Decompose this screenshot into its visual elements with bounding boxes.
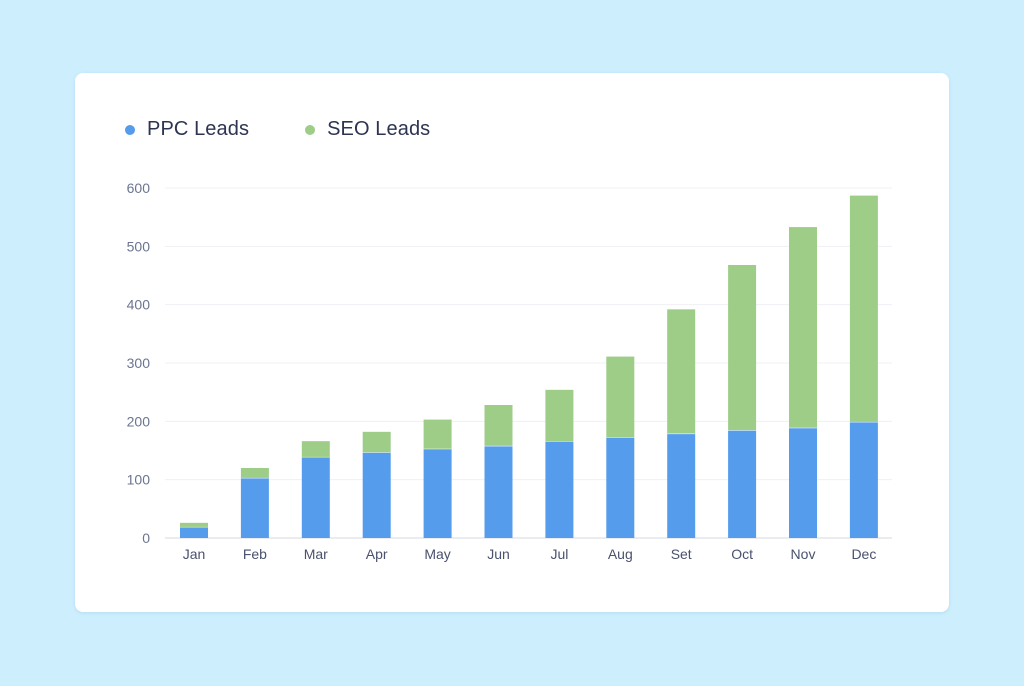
x-tick-label: Jul	[550, 546, 568, 562]
x-tick-label: Oct	[731, 546, 753, 562]
legend-dot-seo	[305, 124, 316, 135]
bar-seo	[545, 389, 574, 442]
bar-seo	[667, 309, 696, 434]
bar-ppc	[423, 448, 452, 538]
bar-ppc	[606, 437, 635, 538]
x-tick-label: Set	[671, 546, 692, 562]
x-tick-label: Jun	[487, 546, 510, 562]
bar-ppc	[484, 445, 513, 538]
y-tick-label: 500	[127, 238, 151, 254]
bar-seo	[728, 265, 757, 431]
x-tick-label: Mar	[304, 546, 328, 562]
y-tick-label: 600	[127, 180, 151, 196]
y-tick-label: 200	[127, 413, 151, 429]
x-tick-label: Jan	[183, 546, 206, 562]
legend-item-seo: SEO Leads	[305, 118, 430, 141]
bar-ppc	[240, 477, 269, 538]
y-axis: 0 100 200 300 400 500 600	[127, 180, 151, 546]
bar-ppc	[545, 441, 574, 538]
bar-seo	[423, 419, 452, 449]
y-tick-label: 300	[127, 355, 151, 371]
bar-ppc	[301, 456, 330, 538]
x-tick-label: Aug	[608, 546, 633, 562]
x-tick-label: May	[424, 546, 450, 562]
bar-ppc	[180, 526, 208, 538]
x-tick-label: Apr	[366, 546, 388, 562]
bar-seo	[849, 195, 878, 422]
bars	[180, 195, 878, 538]
bar-seo	[180, 522, 208, 527]
x-tick-label: Nov	[791, 546, 816, 562]
bar-ppc	[667, 433, 696, 538]
bar-seo	[484, 405, 513, 446]
bar-seo	[606, 356, 635, 438]
y-tick-label: 400	[127, 297, 151, 313]
x-tick-label: Dec	[851, 546, 876, 562]
x-tick-label: Feb	[243, 546, 267, 562]
bar-ppc	[362, 452, 391, 538]
bar-ppc	[789, 427, 817, 538]
gridlines	[165, 187, 892, 539]
legend-dot-ppc	[125, 124, 135, 135]
bar-seo	[240, 468, 269, 478]
x-axis: Jan Feb Mar Apr May Jun Jul Aug Set Oct Nov Dec	[183, 546, 877, 562]
bar-seo	[789, 227, 817, 428]
bar-seo	[301, 441, 330, 457]
legend-label-seo: SEO Leads	[327, 118, 431, 140]
bar-ppc	[849, 421, 878, 538]
bar-ppc	[728, 430, 757, 538]
legend-item-ppc: PPC Leads	[125, 118, 249, 141]
legend: PPC Leads SEO Leads	[125, 118, 486, 141]
legend-label-ppc: PPC Leads	[147, 118, 250, 140]
y-tick-label: 100	[127, 472, 151, 488]
y-tick-label: 0	[142, 530, 150, 546]
bar-seo	[362, 431, 391, 453]
